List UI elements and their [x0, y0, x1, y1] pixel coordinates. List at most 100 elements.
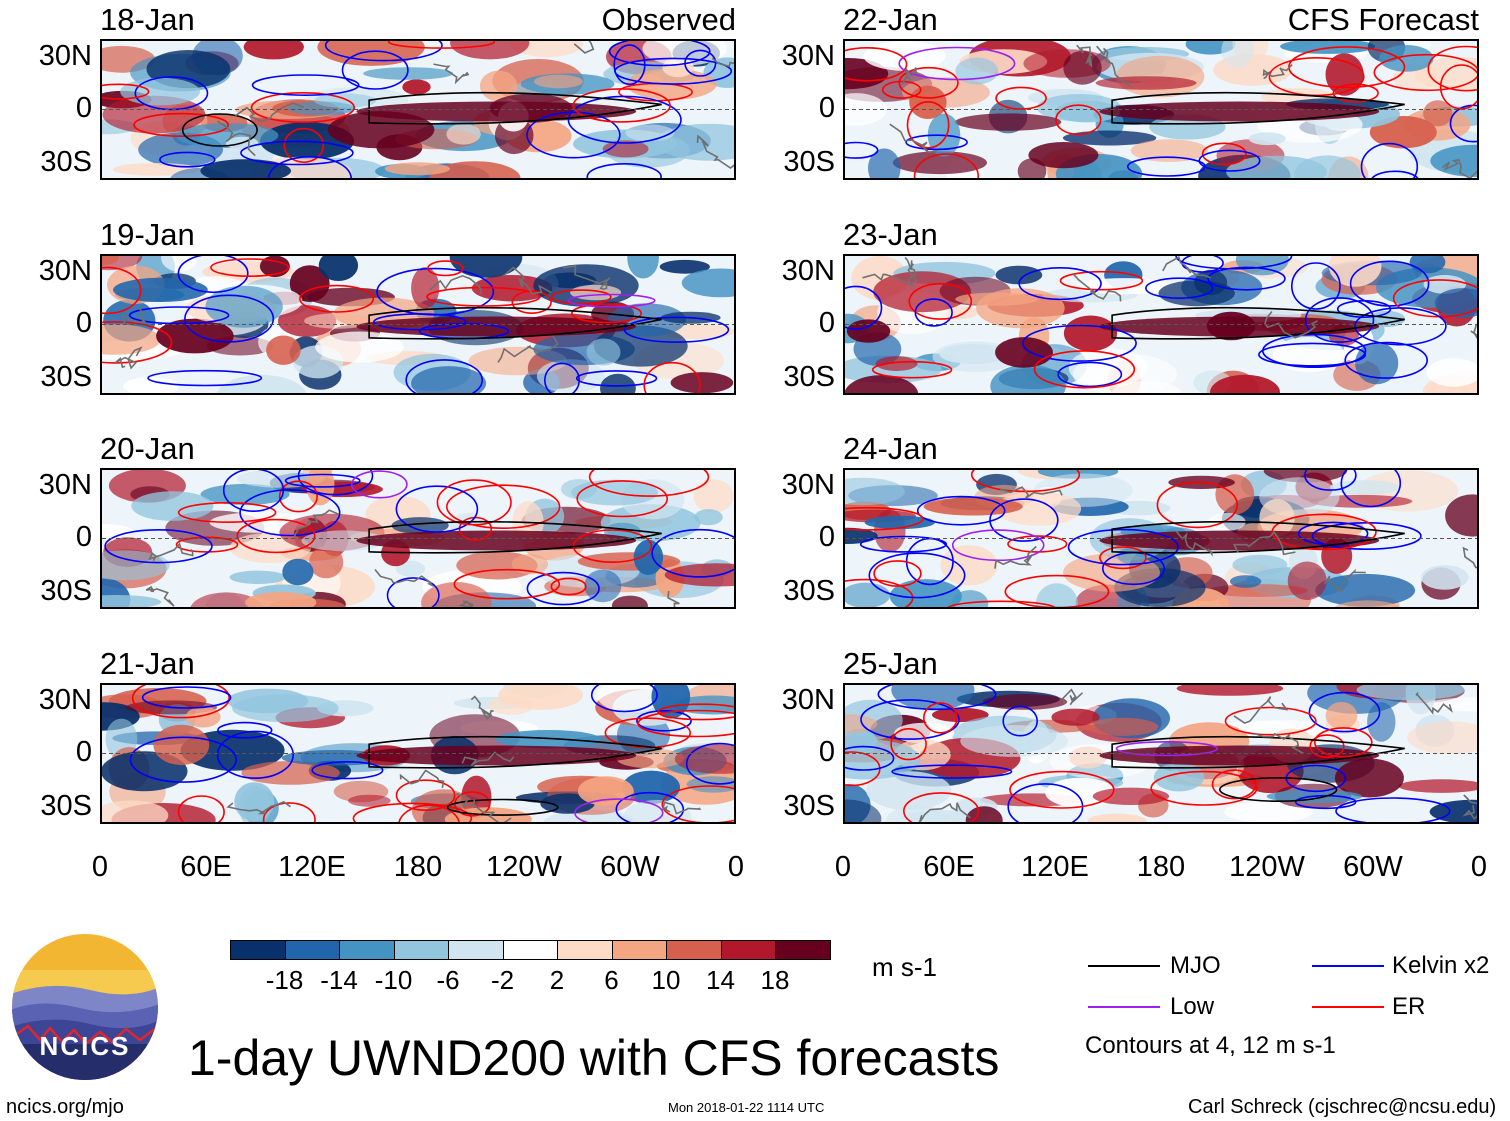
contour-line [916, 495, 1006, 526]
map-panel [100, 39, 736, 180]
coastline [216, 120, 256, 157]
coastline [458, 600, 475, 607]
anomaly-blob [995, 265, 1043, 285]
legend-mjo-line [1088, 965, 1160, 967]
contour-line [398, 804, 460, 822]
map-panel [843, 254, 1479, 395]
contour-line [1373, 53, 1477, 92]
coastline [1264, 311, 1318, 339]
lat-tick-label: 0 [75, 736, 92, 768]
anomaly-blob [306, 470, 335, 506]
colorbar-swatch [448, 940, 504, 960]
coastline [1096, 45, 1133, 89]
coastline [374, 568, 435, 588]
contour-line [1033, 350, 1136, 389]
contour-line [845, 141, 879, 159]
anomaly-blob [1176, 685, 1284, 696]
legend-kelvin-line [1312, 965, 1384, 967]
anomaly-blob [102, 595, 162, 607]
map-panel [100, 683, 736, 824]
lat-tick-label: 30S [783, 575, 835, 607]
contour-line [129, 736, 238, 783]
contour-line [1022, 324, 1137, 362]
colorbar-swatch [230, 940, 286, 960]
anomaly-blob [1334, 600, 1401, 607]
anomaly-blob [1287, 561, 1327, 601]
contour-line [1175, 256, 1293, 270]
anomaly-blob [955, 292, 1039, 306]
contour-line [177, 256, 249, 294]
coastline [1175, 530, 1213, 557]
contour-line [1427, 45, 1477, 92]
anomaly-blob [1087, 813, 1147, 822]
contour-line [905, 134, 968, 151]
panel-date-label: 21-Jan [100, 646, 195, 681]
anomaly-blob [216, 374, 307, 393]
coastline [429, 274, 482, 294]
anomaly-blob [1232, 554, 1288, 576]
anomaly-blob [864, 515, 935, 530]
contour-line [576, 480, 669, 518]
contour-line [567, 293, 656, 308]
contour-line [590, 685, 658, 713]
coastline [470, 695, 494, 720]
contour-line [141, 686, 232, 709]
contour-line [177, 501, 277, 523]
contour-line [236, 518, 316, 554]
legend-kelvin-label: Kelvin x2 [1392, 952, 1490, 979]
panel-date-label: 19-Jan [100, 217, 195, 252]
coastline [711, 57, 734, 68]
contour-line [1145, 277, 1214, 300]
coastline [1462, 546, 1477, 569]
colorbar-tick-label: 14 [706, 965, 735, 995]
anomaly-blob [421, 582, 492, 607]
anomaly-blob [498, 685, 584, 710]
contour-line [608, 41, 711, 67]
anomaly-blob [289, 265, 330, 302]
anomaly-blob [1063, 50, 1102, 85]
contour-line [1335, 797, 1451, 822]
anomaly-blob [327, 111, 435, 149]
contour-line [284, 473, 361, 488]
figure-title: 1-day UWND200 with CFS forecasts [188, 1030, 1000, 1086]
colorbar-tick-label: -6 [436, 965, 460, 995]
anomaly-blob [411, 366, 487, 393]
colorbar-tick-label: 10 [651, 965, 681, 995]
contour-line [891, 764, 1013, 779]
westerly-band [1099, 316, 1380, 337]
coastline [1062, 688, 1084, 706]
contour-line [1207, 266, 1286, 291]
anomaly-blob [1328, 256, 1382, 287]
colorbar-tick-label: -10 [374, 965, 413, 995]
contour-line [1311, 521, 1422, 550]
anomaly-blob [1429, 799, 1477, 822]
contour-line [908, 282, 973, 320]
anomaly-blob [674, 744, 734, 774]
contour-line [341, 50, 409, 90]
contour-line [175, 536, 239, 553]
anomaly-blob [446, 123, 481, 145]
contour-line [1271, 513, 1377, 551]
anomaly-blob [1117, 547, 1147, 565]
anomaly-blob [185, 706, 221, 728]
anomaly-blob [102, 324, 161, 355]
contour-line [877, 685, 997, 711]
anomaly-blob [190, 592, 263, 607]
mjo-contour [368, 735, 662, 769]
contour-line [184, 294, 275, 343]
lat-tick-label: 30S [40, 575, 92, 607]
contour-line [426, 260, 464, 277]
coastline [114, 346, 143, 370]
coastline [573, 41, 595, 54]
colorbar-tick-label: -18 [265, 965, 304, 995]
anomaly-blob [243, 41, 304, 60]
anomaly-blob [1051, 708, 1100, 726]
anomaly-blob [1379, 45, 1434, 72]
contour-line [567, 95, 682, 144]
lat-tick-label: 30N [38, 255, 92, 287]
lat-tick-label: 30S [783, 146, 835, 178]
contour-line [1313, 727, 1373, 758]
anomaly-blob [102, 95, 206, 134]
anomaly-blob [939, 344, 1008, 364]
anomaly-blob [597, 685, 663, 713]
